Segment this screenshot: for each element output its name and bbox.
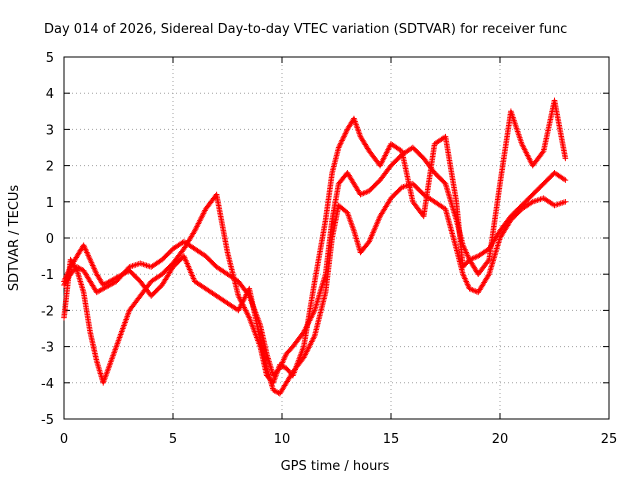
x-tick-label: 25	[601, 432, 618, 447]
series-track-b	[61, 180, 569, 397]
x-tick-label: 5	[169, 432, 177, 447]
chart-title: Day 014 of 2026, Sidereal Day-to-day VTE…	[44, 22, 567, 37]
y-tick-label: -4	[41, 377, 54, 392]
x-tick-label: 10	[274, 432, 291, 447]
tick-layer: 0 5 10 15 20 25 -5 -4 -3 -2 -1 0 1 2 3 4 5	[41, 51, 617, 447]
grid-layer	[64, 57, 609, 419]
y-tick-label: -5	[41, 413, 54, 428]
y-tick-label: 2	[46, 160, 54, 175]
y-tick-label: -3	[41, 341, 54, 356]
data-point	[562, 177, 569, 183]
x-axis-label: GPS time / hours	[281, 459, 390, 474]
trace-marker	[528, 199, 535, 206]
trace-marker	[73, 266, 80, 273]
x-tick-label: 0	[60, 432, 68, 447]
y-tick-label: 4	[46, 87, 54, 102]
x-tick-label: 20	[492, 432, 509, 447]
series-track-c	[61, 97, 569, 386]
y-tick-label: 0	[46, 232, 54, 247]
trace-marker	[485, 258, 491, 264]
trace-marker	[539, 149, 546, 156]
y-tick-label: -1	[41, 268, 54, 283]
data-layer	[61, 97, 569, 397]
x-tick-label: 15	[383, 432, 400, 447]
y-tick-label: 3	[46, 123, 54, 138]
data-point	[562, 155, 569, 162]
trace-marker	[561, 176, 567, 182]
y-tick-label: 1	[46, 196, 54, 211]
y-tick-label: -2	[41, 304, 54, 319]
y-tick-label: 5	[46, 51, 54, 66]
y-axis-label: SDTVAR / TECUs	[7, 185, 22, 292]
data-point	[562, 199, 569, 205]
